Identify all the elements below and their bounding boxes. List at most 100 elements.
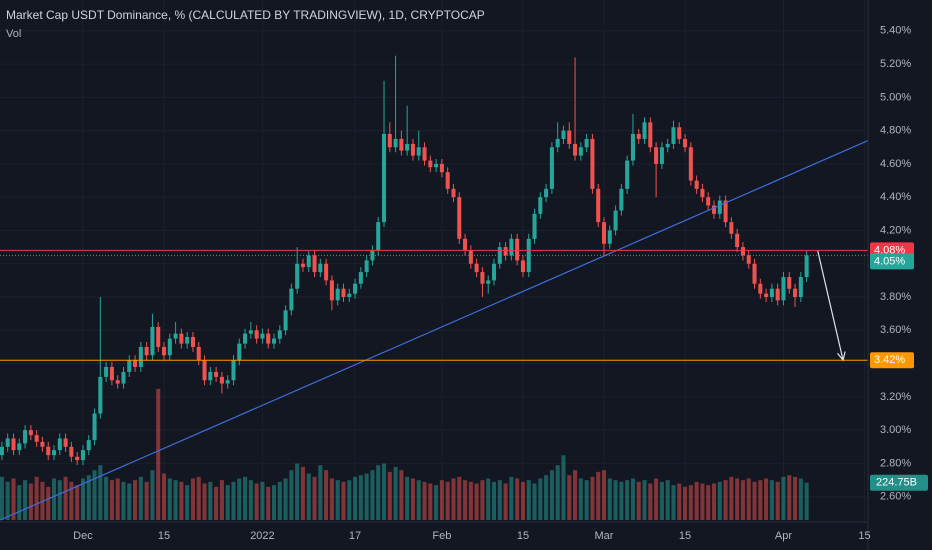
candle-body bbox=[156, 326, 161, 347]
volume-bar bbox=[0, 476, 4, 520]
candle-body bbox=[706, 197, 711, 206]
volume-bar bbox=[538, 478, 543, 520]
volume-bar bbox=[416, 480, 421, 520]
candle-body bbox=[434, 163, 439, 168]
candle-body bbox=[410, 143, 415, 156]
volume-bar bbox=[353, 476, 358, 520]
candle-body bbox=[23, 430, 28, 444]
volume-bar bbox=[769, 480, 774, 520]
last-price-label: 4.05% bbox=[874, 255, 905, 267]
last-volume-box bbox=[870, 474, 928, 491]
volume-bar bbox=[486, 478, 491, 520]
volume-bar bbox=[740, 480, 745, 520]
candle-body bbox=[248, 330, 253, 334]
candle-body bbox=[804, 255, 809, 278]
volume-bar bbox=[306, 473, 311, 520]
volume-bar bbox=[150, 470, 155, 520]
volume-bar bbox=[793, 476, 798, 520]
candle-body bbox=[769, 288, 774, 298]
candle-body bbox=[787, 277, 792, 289]
candle-body bbox=[254, 330, 259, 339]
candle-body bbox=[324, 263, 329, 281]
volume-bar bbox=[254, 483, 259, 520]
candle-body bbox=[144, 346, 149, 356]
volume-bar bbox=[451, 478, 456, 520]
candle-body bbox=[46, 446, 51, 456]
volume-bar bbox=[555, 465, 560, 520]
candle-body bbox=[683, 138, 688, 148]
candle-body bbox=[121, 371, 126, 384]
candle-body bbox=[659, 147, 664, 164]
candle-body bbox=[694, 180, 699, 189]
candle-body bbox=[202, 360, 207, 381]
volume-bar bbox=[428, 483, 433, 520]
candle-body bbox=[613, 210, 618, 231]
candle-body bbox=[625, 160, 630, 189]
volume-bar bbox=[109, 480, 114, 520]
volume-bar bbox=[185, 485, 190, 520]
y-tick-label: 4.40% bbox=[880, 191, 911, 203]
candle-body bbox=[578, 147, 583, 156]
candle-body bbox=[758, 283, 763, 294]
volume-bar bbox=[711, 483, 717, 520]
candle-body bbox=[393, 138, 398, 148]
volume-bar bbox=[28, 483, 33, 520]
volume-bar bbox=[86, 475, 91, 520]
volume-bar bbox=[648, 483, 653, 520]
volume-bar bbox=[468, 481, 473, 520]
volume-bar bbox=[283, 478, 288, 520]
y-tick-label: 3.80% bbox=[880, 291, 911, 303]
y-tick-label: 5.40% bbox=[880, 25, 911, 37]
volume-bar bbox=[665, 480, 670, 520]
y-tick-label: 2.60% bbox=[880, 491, 911, 503]
candle-body bbox=[468, 250, 473, 264]
volume-bar bbox=[549, 470, 554, 520]
volume-bar bbox=[376, 465, 381, 520]
volume-bar bbox=[312, 476, 317, 520]
volume-bar bbox=[277, 481, 282, 520]
candle-body bbox=[538, 197, 543, 214]
candle-body bbox=[474, 263, 479, 273]
volume-bar bbox=[584, 480, 589, 520]
candle-body bbox=[416, 147, 421, 156]
candle-body bbox=[173, 333, 178, 339]
volume-bar bbox=[23, 480, 28, 520]
volume-bar bbox=[57, 480, 62, 520]
candle-body bbox=[306, 255, 311, 268]
candle-body bbox=[364, 260, 369, 273]
volume-bar bbox=[214, 486, 219, 520]
candle-body bbox=[573, 143, 578, 156]
volume-bar bbox=[46, 486, 51, 520]
x-tick-label: 17 bbox=[349, 530, 361, 542]
x-tick-label: Mar bbox=[595, 530, 614, 542]
x-tick-label: Dec bbox=[73, 530, 93, 542]
candle-body bbox=[781, 277, 786, 301]
candle-body bbox=[34, 435, 39, 442]
candle-body bbox=[63, 438, 68, 447]
candle-body bbox=[630, 133, 635, 161]
candle-body bbox=[515, 238, 520, 261]
volume-bar bbox=[445, 481, 450, 520]
volume-bar bbox=[173, 480, 178, 520]
candle-body bbox=[185, 336, 190, 344]
candle-body bbox=[208, 371, 213, 381]
candle-body bbox=[28, 430, 33, 436]
candle-body bbox=[5, 438, 10, 447]
volume-bar bbox=[573, 470, 578, 520]
candle-body bbox=[150, 326, 155, 356]
last-price-box bbox=[870, 253, 914, 270]
y-tick-label: 2.80% bbox=[880, 457, 911, 469]
volume-bar bbox=[237, 478, 242, 520]
candle-body bbox=[225, 380, 230, 384]
volume-bar bbox=[370, 470, 375, 520]
x-tick-label: Apr bbox=[775, 530, 792, 542]
candle-body bbox=[57, 438, 62, 451]
volume-bar bbox=[729, 476, 734, 520]
candle-body bbox=[179, 333, 184, 344]
volume-bar bbox=[474, 483, 479, 520]
candle-body bbox=[590, 138, 595, 189]
volume-bar bbox=[804, 482, 809, 520]
volume-bar bbox=[295, 463, 300, 520]
volume-bar bbox=[196, 476, 201, 520]
volume-bar bbox=[260, 481, 265, 520]
